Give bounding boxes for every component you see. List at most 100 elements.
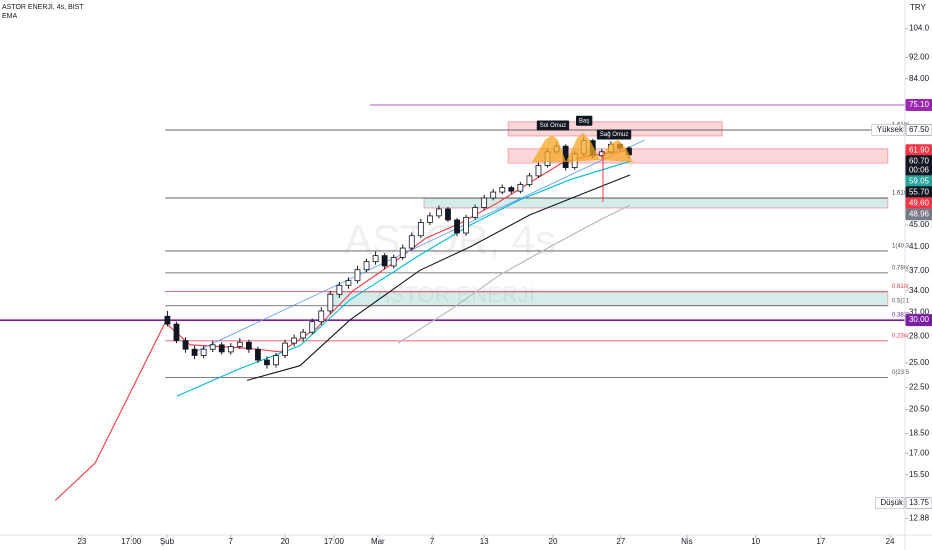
watermark: ASTOR, 4s <box>344 216 556 263</box>
price-label: 30.00 <box>909 315 930 324</box>
pattern-shape <box>532 135 566 162</box>
level-label: 0.5(31 <box>892 298 910 304</box>
zone <box>327 291 889 307</box>
candle-body <box>164 315 171 325</box>
price-label: 60.70 <box>909 156 930 165</box>
indicator-name: EMA <box>2 13 18 20</box>
candle-body <box>526 175 533 185</box>
x-tick-label: 20 <box>281 537 290 546</box>
countdown: 00:06 <box>909 165 930 174</box>
pattern-shape <box>566 133 600 162</box>
candle-body <box>426 215 433 223</box>
candle-body <box>273 355 279 366</box>
x-tick-label: 17:00 <box>121 537 142 546</box>
x-tick-label: Nis <box>681 537 693 546</box>
y-tick-label: 28.00 <box>909 331 930 340</box>
x-tick-label: 13 <box>480 537 489 546</box>
candle-body <box>300 331 307 339</box>
candle-body <box>255 348 261 361</box>
y-tick-label: 92.00 <box>909 52 930 61</box>
y-tick-label: 34.00 <box>909 286 930 295</box>
candle-body <box>264 359 270 366</box>
ema-line <box>246 174 631 381</box>
price-label: 55.70 <box>909 187 930 196</box>
level-label: 0(23.5 <box>892 370 910 376</box>
price-label: 59.05 <box>909 176 930 185</box>
candle-body <box>318 310 325 323</box>
currency: TRY <box>910 3 927 12</box>
price-tag-box <box>875 497 905 509</box>
candle-body <box>218 344 225 353</box>
price-label-box <box>905 98 932 111</box>
y-tick-label: 20.50 <box>909 405 930 414</box>
candle-body <box>291 337 298 344</box>
pattern-shape <box>600 140 633 162</box>
watermark-sub: ASTOR ENERJİ <box>375 282 535 307</box>
candle-body <box>236 341 243 347</box>
candle-body <box>191 348 198 356</box>
candle-body <box>345 280 352 286</box>
candle-body <box>200 348 207 356</box>
candle-body <box>490 191 497 199</box>
price-label-box <box>905 314 932 327</box>
y-tick-label: 17.00 <box>909 448 930 457</box>
x-tick-label: 23 <box>77 537 86 546</box>
y-tick-label: 41.00 <box>909 242 930 251</box>
y-tick-label: 31.00 <box>909 308 930 317</box>
candle-body <box>282 342 288 356</box>
y-tick-label: 25.00 <box>909 358 930 367</box>
candle-body <box>417 222 424 237</box>
candle-body <box>227 346 234 353</box>
x-tick-label: 20 <box>549 537 558 546</box>
price-tag-box <box>871 124 905 136</box>
y-tick-label: 22.50 <box>909 383 930 392</box>
x-tick-label: 24 <box>886 537 895 546</box>
candle-body <box>436 208 442 217</box>
pattern-label-box <box>536 120 570 131</box>
level-label: 1(40.3 <box>892 244 910 250</box>
pattern-label-box <box>576 115 593 126</box>
x-tick-label: 10 <box>751 537 760 546</box>
y-tick-label: 45.00 <box>909 220 930 229</box>
candle-body <box>517 184 524 192</box>
ema-line <box>397 204 631 344</box>
candle-body <box>209 344 216 350</box>
candle-body <box>182 340 189 350</box>
y-tick-label: 12.88 <box>909 514 930 523</box>
ema-line <box>176 160 631 397</box>
price-tag: Düşük <box>880 498 904 507</box>
candle-body <box>372 255 379 263</box>
candle-body <box>472 207 479 218</box>
y-tick-label: 84.00 <box>909 74 930 83</box>
x-tick-label: Mar <box>371 537 385 546</box>
y-tick-label: 37.00 <box>909 266 930 275</box>
candle-body <box>354 269 361 282</box>
candle-body <box>535 165 542 177</box>
price-label-box <box>905 123 932 136</box>
candle-body <box>336 284 343 295</box>
x-tick-label: 17:00 <box>324 537 345 546</box>
level-label: 0.786( <box>892 265 909 271</box>
ema-line <box>194 139 645 353</box>
price-label: 75.10 <box>909 100 930 109</box>
price-label: 67.50 <box>909 125 930 134</box>
x-tick-label: Şub <box>160 537 175 546</box>
price-label: 61.90 <box>909 145 930 154</box>
price-label: 13.75 <box>909 498 930 507</box>
symbol-title: ASTOR ENERJİ, 4s, BIST <box>2 2 84 11</box>
price-label: 49.60 <box>909 198 930 207</box>
candle-body <box>508 187 515 192</box>
candle-body <box>463 216 469 234</box>
pattern-label: Baş <box>579 118 589 124</box>
pattern-label: Sağ Omuz <box>600 132 628 138</box>
candle-body <box>399 247 406 258</box>
plot: 1.618(1.618(1(40.30.786(0.618(0.5(310.38… <box>0 104 910 501</box>
candle-body <box>408 235 415 249</box>
price-label-box <box>905 497 932 510</box>
level-label: 1.618( <box>892 191 909 197</box>
candle-body <box>445 208 451 221</box>
candle-body <box>499 187 506 193</box>
level-label: 0.618( <box>892 284 909 290</box>
x-tick-label: 7 <box>229 537 234 546</box>
price-label: 48.96 <box>909 209 930 218</box>
